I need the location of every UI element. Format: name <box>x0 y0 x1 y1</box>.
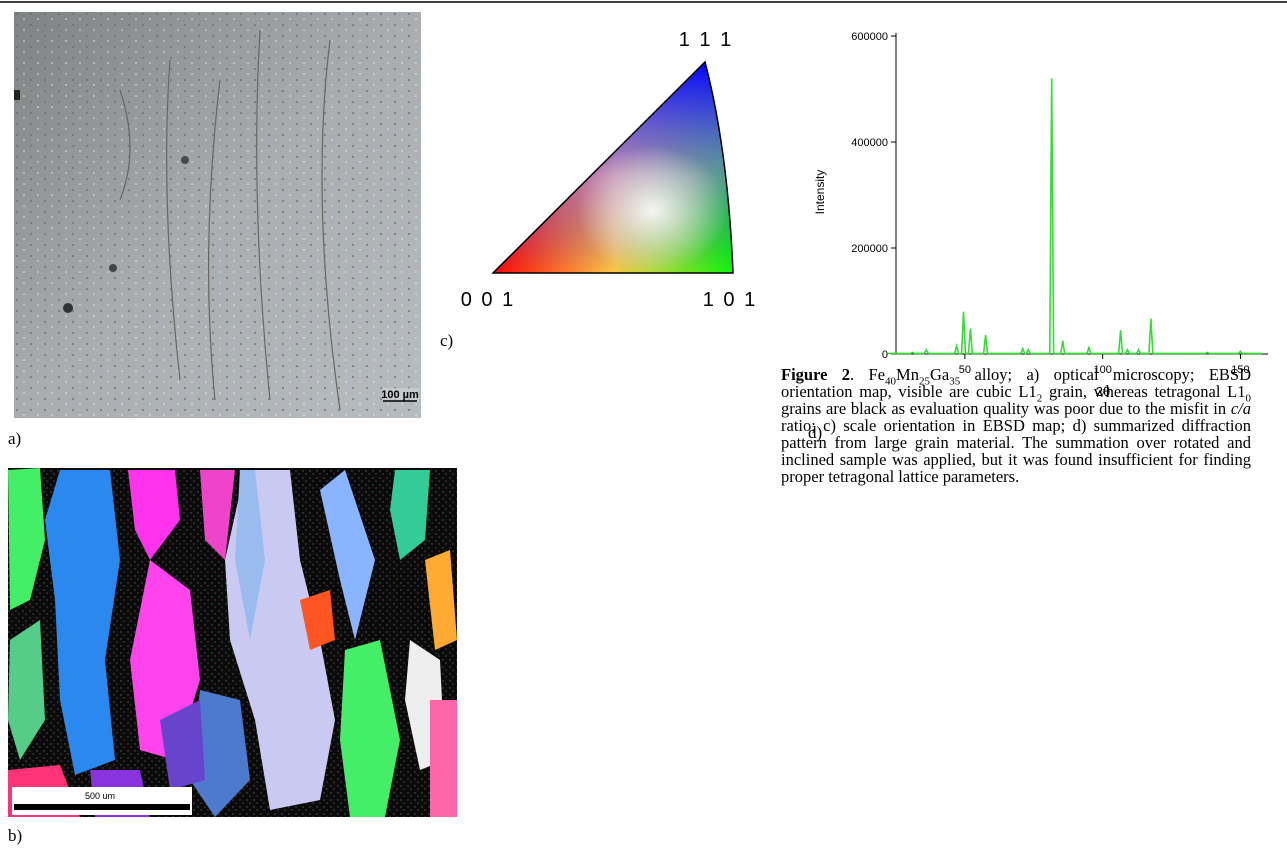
ebsd-map: 500 um <box>8 468 457 817</box>
y-tick-label: 400000 <box>851 137 888 149</box>
y-tick-label: 600000 <box>851 31 888 43</box>
orientation-triangle <box>490 60 740 275</box>
y-tick-label: 0 <box>882 349 888 361</box>
panel-label: b) <box>8 826 22 845</box>
caption-text: ratio; c) scale orientation in EBSD map;… <box>781 416 1251 486</box>
scale-bar-label: 100 µm <box>381 389 419 401</box>
y-tick-label: 200000 <box>851 243 888 255</box>
triangle-label: 1 0 1 <box>703 289 757 311</box>
micrograph: 100 µm <box>14 12 421 418</box>
scale-bar-label: 500 um <box>85 791 115 801</box>
panel-label: a) <box>8 429 21 448</box>
line-series <box>888 78 1263 353</box>
page: 100 µm a) 500 um b) 1 1 1 0 0 1 1 0 1 <box>0 0 1287 848</box>
y-axis-title: Intensity <box>813 170 827 215</box>
triangle-label: 0 0 1 <box>461 289 515 311</box>
triangle-label: 1 1 1 <box>679 29 733 51</box>
caption: Figure 2. Fe40Mn25Ga35 alloy; a) optical… <box>781 366 1251 485</box>
panel-label: c) <box>440 331 453 350</box>
